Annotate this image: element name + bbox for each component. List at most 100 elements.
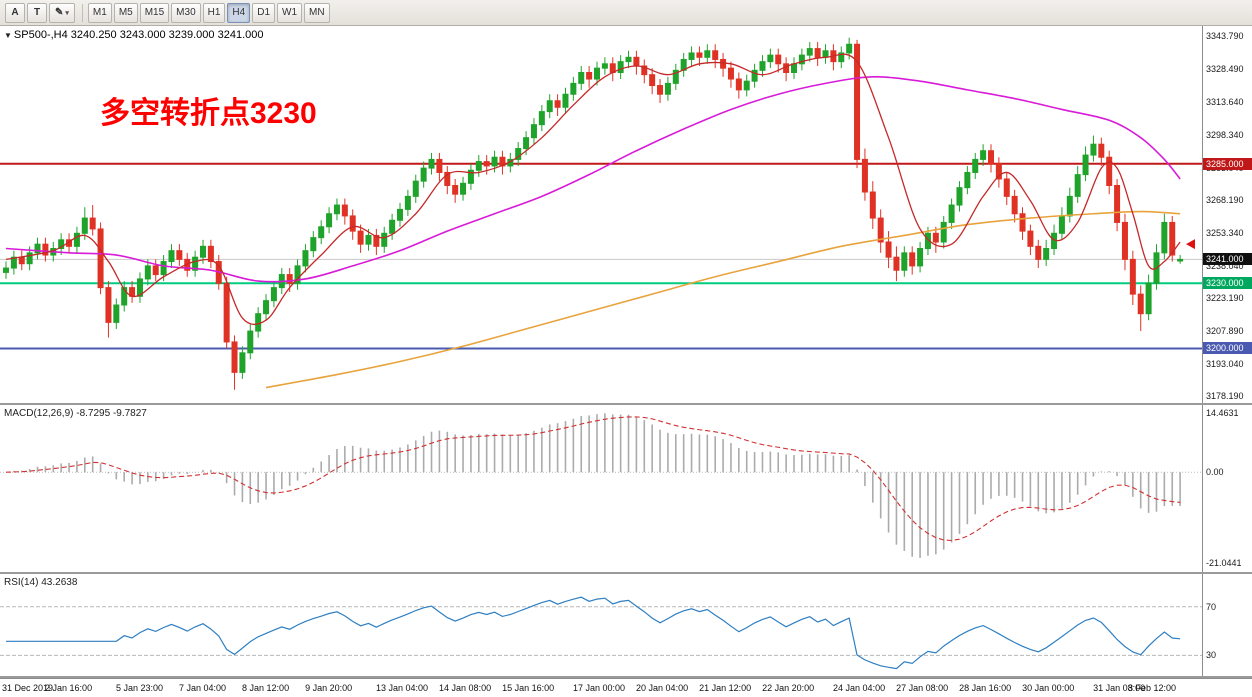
collapse-triangle-icon[interactable]: ▼ (4, 31, 12, 40)
time-axis-label: 3 Feb 12:00 (1128, 683, 1177, 693)
tool-buttons-group: A T ✎ ▾ (5, 2, 77, 23)
price-chart-plot[interactable] (0, 26, 1202, 403)
time-axis-label: 8 Jan 12:00 (242, 683, 290, 693)
candle (294, 265, 301, 284)
candle (34, 243, 41, 254)
candle (475, 161, 482, 171)
time-axis[interactable]: 31 Dec 2019 2 Jan 16:00 5 Jan 23:00 7 Jan 0… (0, 678, 1252, 697)
candle (948, 204, 955, 223)
candle (223, 282, 230, 343)
candle (586, 72, 593, 80)
cursor-tool-button[interactable]: A (5, 2, 25, 23)
candle (814, 48, 821, 58)
candle (546, 100, 553, 113)
candle (349, 215, 356, 232)
drawings-tool-button[interactable]: ✎ ▾ (49, 2, 75, 23)
time-axis-label: 24 Jan 04:00 (833, 683, 886, 693)
rsi-axis[interactable]: 70 30 (1202, 574, 1252, 676)
candle (10, 256, 17, 269)
candle (263, 300, 270, 315)
candle (105, 287, 112, 323)
macd-axis[interactable]: 14.4631 0.00 -21.0441 (1202, 405, 1252, 572)
timeframe-button-h4[interactable]: H4 (227, 2, 251, 23)
candle (688, 52, 695, 60)
candle (89, 217, 96, 230)
price-tick: 3253.340 (1206, 227, 1244, 238)
timeframe-button-m1[interactable]: M1 (87, 2, 112, 23)
toolbar-separator (81, 3, 83, 22)
candle (672, 69, 679, 84)
price-axis[interactable]: 3343.7903328.4903313.6403298.3403283.040… (1202, 26, 1252, 403)
timeframe-button-m15[interactable]: M15 (139, 2, 170, 23)
price-tick: 3238.040 (1206, 260, 1244, 271)
symbol-header: ▼ SP500-,H4 3240.250 3243.000 3239.000 32… (4, 29, 263, 41)
candle (231, 341, 238, 373)
candle (1106, 156, 1113, 186)
candle (743, 80, 750, 91)
candle (980, 150, 987, 160)
timeframe-button-mn[interactable]: MN (304, 2, 330, 23)
candle (144, 265, 151, 280)
price-tick: 3313.640 (1206, 96, 1244, 107)
candle (806, 48, 813, 56)
candle (452, 184, 459, 195)
toolbar: A T ✎ ▾ M1 M5 M15 M30 H1 H4 D1 W1 MN (0, 0, 1252, 26)
price-tick: 3207.890 (1206, 326, 1244, 337)
candle (1003, 178, 1010, 197)
candle (1177, 258, 1184, 262)
time-axis-label: 9 Jan 20:00 (305, 683, 353, 693)
candle (467, 169, 474, 184)
candle (633, 56, 640, 67)
candle (1066, 195, 1073, 217)
macd-signal-line (5, 416, 1181, 542)
candle (751, 69, 758, 82)
candle (924, 232, 931, 250)
candle (1161, 221, 1168, 254)
candle (42, 243, 49, 256)
timeframe-button-d1[interactable]: D1 (252, 2, 276, 23)
price-tag: 3230.000 (1203, 277, 1252, 290)
candle (956, 187, 963, 206)
candle (861, 158, 868, 193)
candle (1011, 195, 1018, 215)
price-arrow-marker (1186, 239, 1195, 250)
candle (940, 221, 947, 243)
price-tick: 3343.790 (1206, 31, 1244, 42)
candle (995, 163, 1002, 180)
candle (704, 50, 711, 58)
candle (798, 54, 805, 65)
macd-plot[interactable] (0, 405, 1202, 572)
time-axis-label: 22 Jan 20:00 (762, 683, 815, 693)
time-axis-label: 15 Jan 16:00 (502, 683, 555, 693)
ma-slow-line (265, 210, 1181, 389)
candle (932, 232, 939, 243)
crosshair-tool-button[interactable]: T (27, 2, 47, 23)
candle (1098, 143, 1105, 158)
candle (341, 204, 348, 217)
candle (1169, 221, 1176, 256)
time-axis-label: 31 Dec 2019 (2, 683, 54, 693)
rsi-panel: RSI(14) 43.2638 70 30 (0, 574, 1252, 678)
candle (767, 54, 774, 63)
timeframe-button-w1[interactable]: W1 (277, 2, 303, 23)
candle (247, 330, 254, 354)
candle (121, 287, 128, 306)
price-tick: 3328.490 (1206, 64, 1244, 75)
timeframe-button-h1[interactable]: H1 (202, 2, 226, 23)
time-axis-label: 27 Jan 08:00 (896, 683, 949, 693)
time-axis-label: 7 Jan 04:00 (179, 683, 227, 693)
rsi-plot[interactable] (0, 574, 1202, 676)
candle (664, 82, 671, 95)
candle (791, 63, 797, 74)
timeframe-button-m5[interactable]: M5 (113, 2, 138, 23)
candle (412, 180, 419, 197)
time-axis-label: 21 Jan 12:00 (699, 683, 752, 693)
candle (1090, 143, 1097, 156)
candle (854, 43, 861, 160)
candle (192, 256, 199, 271)
candle (389, 219, 396, 234)
candle (1058, 215, 1065, 234)
candle (81, 217, 88, 234)
timeframe-button-m30[interactable]: M30 (171, 2, 201, 23)
